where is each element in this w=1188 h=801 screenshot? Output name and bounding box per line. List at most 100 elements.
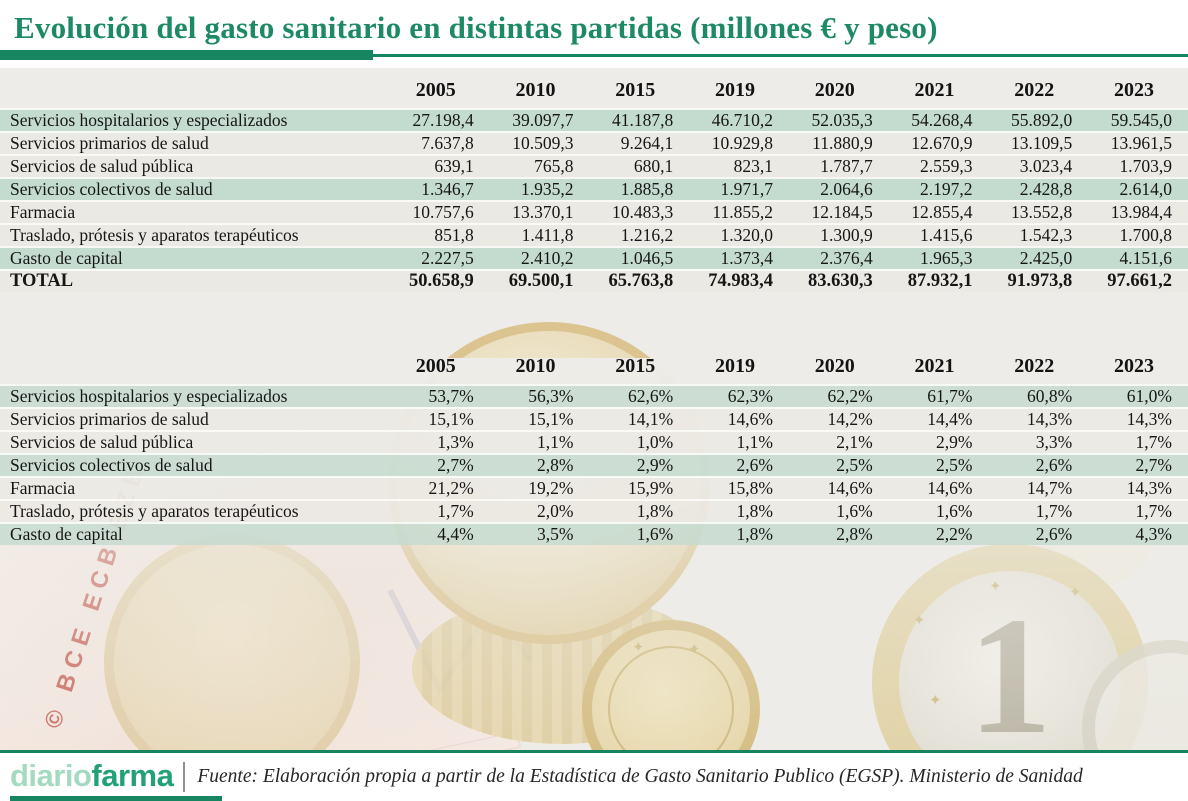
data-cell: 19,2% xyxy=(489,476,590,499)
data-cell: 1.700,8 xyxy=(1088,223,1188,246)
row-label: Servicios colectivos de salud xyxy=(0,453,390,476)
data-cell: 2,0% xyxy=(489,499,590,522)
year-header: 2019 xyxy=(715,78,755,101)
data-cell: 52.035,3 xyxy=(789,108,889,131)
data-cell: 3,5% xyxy=(489,522,590,545)
data-cell: 14,1% xyxy=(589,407,690,430)
year-header: 2005 xyxy=(415,354,456,377)
table-row: TOTAL 50.658,9 69.500,1 65.763,8 74.983,4 83.… xyxy=(0,269,1188,292)
data-cell: 1,7% xyxy=(988,499,1089,522)
data-cell: 14,3% xyxy=(1088,476,1188,499)
data-cell: 3.023,4 xyxy=(988,154,1089,177)
row-label: Farmacia xyxy=(0,476,390,499)
data-cell: 2.227,5 xyxy=(390,246,490,269)
table-row: Servicios hospitalarios y especializados… xyxy=(0,108,1188,131)
table-row: Servicios primarios de salud 7.637,8 10.50… xyxy=(0,131,1188,154)
data-cell: 823,1 xyxy=(689,154,789,177)
year-header: 2010 xyxy=(515,78,556,101)
data-cell: 14,7% xyxy=(988,476,1089,499)
data-cell: 1.300,9 xyxy=(789,223,889,246)
data-cell: 15,1% xyxy=(390,407,490,430)
logo-diario-text: diario xyxy=(10,758,92,793)
data-cell: 1,6% xyxy=(589,522,690,545)
data-cell: 1,8% xyxy=(589,499,690,522)
data-cell: 12.184,5 xyxy=(789,200,889,223)
table-row: Farmacia 10.757,6 13.370,1 10.483,3 11.855,2… xyxy=(0,200,1188,223)
data-cell: 2,1% xyxy=(789,430,889,453)
data-cell: 97.661,2 xyxy=(1088,269,1188,292)
data-cell: 54.268,4 xyxy=(888,108,989,131)
data-cell: 1,8% xyxy=(689,522,789,545)
data-cell: 2.428,8 xyxy=(988,177,1089,200)
corner-cell xyxy=(0,348,390,384)
source-text: Fuente: Elaboración propia a partir de l… xyxy=(197,765,1083,787)
page-title: Evolución del gasto sanitario en distint… xyxy=(14,10,938,45)
data-cell: 1.885,8 xyxy=(589,177,690,200)
year-header: 2023 xyxy=(1114,78,1154,101)
data-cell: 680,1 xyxy=(589,154,690,177)
data-cell: 12.670,9 xyxy=(888,131,989,154)
row-label: Traslado, prótesis y aparatos terapéutic… xyxy=(0,499,390,522)
data-cell: 1,1% xyxy=(689,430,789,453)
table-row: Traslado, prótesis y aparatos terapéutic… xyxy=(0,499,1188,522)
diariofarma-logo: diariofarma xyxy=(10,756,222,801)
data-cell: 2.197,2 xyxy=(888,177,989,200)
data-cell: 12.855,4 xyxy=(888,200,989,223)
data-cell: 39.097,7 xyxy=(489,108,590,131)
year-header: 2021 xyxy=(914,354,955,377)
year-header: 2005 xyxy=(415,78,456,101)
data-cell: 1,7% xyxy=(1088,499,1188,522)
data-cell: 4,4% xyxy=(390,522,490,545)
year-header: 2015 xyxy=(615,354,656,377)
year-header: 2020 xyxy=(814,354,855,377)
data-cell: 2.376,4 xyxy=(789,246,889,269)
title-underline-thick xyxy=(0,50,373,60)
data-cell: 46.710,2 xyxy=(689,108,789,131)
data-cell: 1,1% xyxy=(489,430,590,453)
data-cell: 14,3% xyxy=(988,407,1089,430)
data-cell: 1,7% xyxy=(390,499,490,522)
percent-table: 2005 2010 2015 2019 2020 2021 2022 2023 Servicio… xyxy=(0,348,1188,545)
year-header: 2020 xyxy=(814,78,855,101)
data-cell: 14,6% xyxy=(888,476,989,499)
data-cell: 4.151,6 xyxy=(1088,246,1188,269)
data-cell: 2,6% xyxy=(988,522,1089,545)
table-row: Servicios hospitalarios y especializados… xyxy=(0,384,1188,407)
data-cell: 765,8 xyxy=(489,154,590,177)
data-cell: 1.320,0 xyxy=(689,223,789,246)
year-header-row: 2005 2010 2015 2019 2020 2021 2022 2023 xyxy=(0,72,1188,108)
data-cell: 61,0% xyxy=(1088,384,1188,407)
data-cell: 15,8% xyxy=(689,476,789,499)
data-cell: 62,6% xyxy=(589,384,690,407)
data-cell: 2,7% xyxy=(1088,453,1188,476)
data-cell: 91.973,8 xyxy=(988,269,1089,292)
data-cell: 7.637,8 xyxy=(390,131,490,154)
data-cell: 1,6% xyxy=(789,499,889,522)
data-cell: 21,2% xyxy=(390,476,490,499)
year-header-row: 2005 2010 2015 2019 2020 2021 2022 2023 xyxy=(0,348,1188,384)
row-label: TOTAL xyxy=(0,269,390,292)
table-row: Servicios primarios de salud 15,1% 15,1% 14… xyxy=(0,407,1188,430)
data-cell: 2,8% xyxy=(789,522,889,545)
data-cell: 13.109,5 xyxy=(988,131,1089,154)
row-label: Servicios primarios de salud xyxy=(0,131,390,154)
data-cell: 2.425,0 xyxy=(988,246,1089,269)
title-underline xyxy=(0,50,1188,60)
values-table: 2005 2010 2015 2019 2020 2021 2022 2023 Servicio… xyxy=(0,72,1188,292)
data-cell: 14,6% xyxy=(689,407,789,430)
data-cell: 50.658,9 xyxy=(390,269,490,292)
year-header: 2021 xyxy=(914,78,955,101)
data-cell: 15,1% xyxy=(489,407,590,430)
data-cell: 53,7% xyxy=(390,384,490,407)
data-cell: 1,8% xyxy=(689,499,789,522)
data-cell: 2.410,2 xyxy=(489,246,590,269)
logo-farma-text: farma xyxy=(91,758,174,793)
data-cell: 1,7% xyxy=(1088,430,1188,453)
table-row: Gasto de capital 4,4% 3,5% 1,6% 1,8% 2,8% 2,2%… xyxy=(0,522,1188,545)
data-cell: 41.187,8 xyxy=(589,108,690,131)
data-cell: 2,6% xyxy=(689,453,789,476)
data-cell: 15,9% xyxy=(589,476,690,499)
data-cell: 1.216,2 xyxy=(589,223,690,246)
data-cell: 1.965,3 xyxy=(888,246,989,269)
data-cell: 13.984,4 xyxy=(1088,200,1188,223)
